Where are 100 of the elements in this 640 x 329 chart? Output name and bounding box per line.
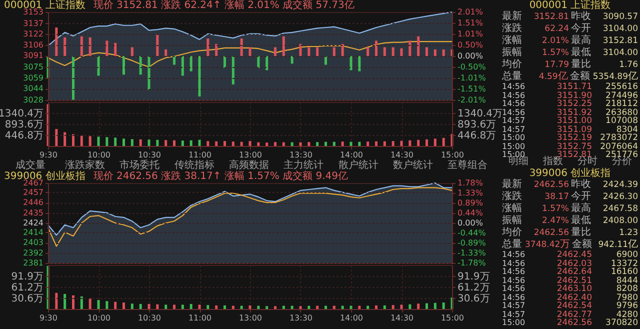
text: 14:56 3152.25 218112 [502,99,638,109]
bar [434,49,436,56]
bar [164,304,168,309]
bar [55,28,58,56]
bar [282,36,285,56]
bar [266,56,268,70]
bar [173,140,176,146]
bar [383,47,386,56]
x-tick-label: 9:30 [40,314,58,322]
y-tick-label: 893.6万 [4,120,44,130]
bar [72,295,74,309]
y-tick-label: 61.2万 [11,282,44,294]
y2-tick-label: 1.33% [458,188,484,198]
bar [206,141,210,146]
bar [266,306,268,309]
x-tick-label: 13:00 [238,314,262,322]
x-tick-label: 14:30 [390,150,414,160]
x-tick-label: 11:00 [188,150,212,160]
bar [408,140,412,146]
bar [426,139,428,146]
text: 14:56 2463.10 8208 [502,284,638,294]
bar [198,304,201,309]
bar [332,306,336,309]
y2-tick-label: 61.2万 [458,282,490,294]
y-tick-label: 446.8万 [4,130,44,142]
y-tick-label: 3059 [23,74,44,83]
bar [316,142,319,146]
bar [181,140,184,146]
text: 均价 17.79 量比 1.76 [502,59,638,70]
text: 14:56 2462.64 16160 [502,267,638,277]
text: 总量 4.59亿 金额 5354.89亿 [502,71,638,82]
text: 均价 2462.56 量比 1.23 [502,227,638,238]
text: 14:56 3151.92 263680 [502,108,638,118]
bar [148,304,150,309]
bar [324,306,327,309]
bar [224,141,226,146]
bar [215,141,218,146]
bar [106,40,108,56]
y2-tick-label: 893.6万 [458,120,496,130]
x-tick-label: 14:30 [390,314,414,322]
text: 14:57 3151.09 8304 [502,124,638,134]
text: 振幅 1.57% 最低 3104.00 [502,47,638,58]
bar [190,140,192,146]
bar [392,141,394,146]
line-series [47,41,453,68]
bar [114,302,117,309]
y2-tick-label: -1.33% [458,248,486,258]
text: 15:00 3152.75 2076064 [502,142,638,152]
bar [97,56,100,76]
y2-tick-label: -2.01% [458,96,486,104]
bar [148,140,150,146]
bar [358,56,361,72]
y-tick-label: 3122 [23,29,44,38]
y2-tick-label: -0.89% [458,238,486,248]
x-tick-label: 11:00 [188,314,212,322]
bar [332,142,336,146]
x-tick-label: 15:00 [440,314,464,322]
bar [181,304,184,309]
bar [282,306,285,309]
bar [299,306,302,309]
bar [106,137,108,146]
bar [148,56,150,90]
y-tick-label: 3075 [23,62,44,72]
bar [224,305,226,309]
bar [257,306,260,309]
bar [400,48,403,56]
bar [308,47,310,56]
x-tick-label: 14:00 [340,150,364,160]
text: 14:56 2462.40 7980 [502,292,638,302]
bar [358,142,361,146]
bar [248,47,252,56]
text: 14:56 2462.51 8444 [502,276,638,286]
bar [257,142,260,146]
bar [290,56,294,64]
bar [139,56,142,75]
y-tick-label: 3106 [23,40,44,50]
bar [114,42,117,56]
text: 最新 3152.81 昨收 3090.57 [502,11,638,22]
bar [299,44,302,56]
bar [206,305,210,309]
x-tick-label: 10:00 [87,150,111,160]
bar [130,139,134,146]
bar [366,306,370,309]
x-tick-label: 10:30 [138,150,162,160]
bar [316,306,319,309]
bar [290,142,294,146]
bar [274,142,276,146]
text: 总量 3748.42万 金额 942.11亿 [502,239,638,250]
y-tick-label: 2457 [23,188,44,197]
y2-tick-label: 0.44% [458,208,484,218]
bar [442,302,445,309]
x-tick-label: 13:00 [238,150,262,160]
bar [190,56,192,72]
bar [316,47,319,56]
bar [181,56,184,76]
bar [122,302,125,309]
bar [426,303,428,309]
text: 14:57 2462.77 4280 [502,310,638,320]
text: 涨跌 38.17 今开 2426.30 [502,191,638,202]
bar [106,301,108,309]
